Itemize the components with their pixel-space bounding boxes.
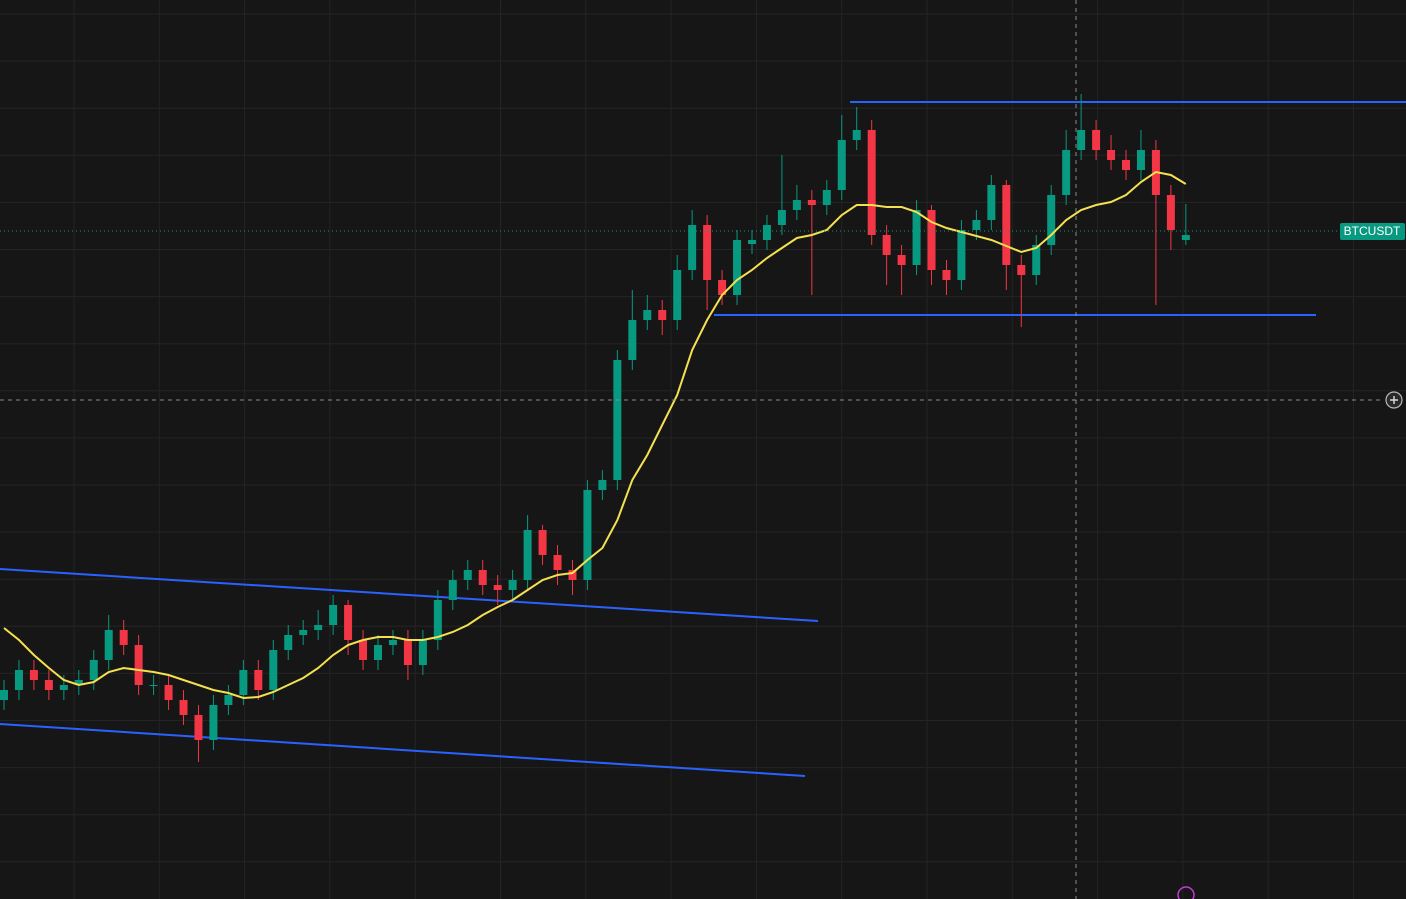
candle-body [807,200,816,205]
candle-body [119,630,128,645]
candle-body [688,225,697,270]
candle-body [493,585,502,590]
candle-body [433,600,442,640]
candle-body [478,570,487,585]
candle-body [388,640,397,645]
trend-line [0,568,819,622]
candle-body [523,530,532,580]
candle-body [553,555,562,570]
symbol-label: BTCUSDT [1344,224,1401,238]
candle-body [299,630,308,635]
candle-body [792,200,801,210]
candle-body [837,140,846,190]
candle-body [957,230,966,280]
candle-body [329,605,338,625]
candle-body [867,130,876,235]
candle-body [104,630,113,660]
candle-body [269,650,278,690]
candle-body [583,490,592,580]
candle-body [822,190,831,205]
candle-body [508,580,517,590]
candle-body [1136,150,1145,170]
candle-body [1017,265,1026,275]
candle-body [897,255,906,265]
candle-body [748,240,756,244]
candle-body [314,625,323,630]
candle-body [987,185,996,220]
candle-body [927,210,936,270]
candle-body [224,695,233,705]
candle-body [209,705,218,740]
candle-body [942,270,951,280]
candle-body [194,715,203,740]
candle-body [448,580,457,600]
add-icon [1390,396,1398,404]
candle-body [1092,130,1101,150]
candle-body [463,570,472,580]
candle-body [912,210,921,265]
candle-body [1107,150,1116,160]
candle-body [284,635,293,650]
candle-body [852,130,861,140]
candle-body [643,310,652,320]
candle-body [613,360,622,480]
candle-body [598,480,607,490]
candle-body [538,530,547,555]
candle-body [658,310,667,320]
candle-body [762,225,771,240]
candle-body [1181,235,1190,240]
candle-body [0,690,8,700]
candle-body [1122,160,1130,170]
candle-body [344,605,353,640]
candle-body [59,685,68,690]
candle-body [149,685,158,686]
moving-average [3,170,1187,700]
candle-body [29,670,38,680]
candle-body [74,680,83,685]
candle-body [777,210,786,225]
candle-body [89,660,98,680]
candle-body [403,640,412,665]
candle-body [134,645,143,685]
candles [0,94,1190,762]
symbol-badge [1340,223,1405,240]
candle-body [703,225,712,280]
candle-body [239,670,248,695]
trend-line [0,723,806,777]
candle-body [164,685,173,700]
candle-body [44,680,53,690]
drawings [0,101,1406,777]
candle-body [1032,245,1041,275]
candle-body [418,640,427,665]
candle-body [882,235,891,255]
candle-body [1077,130,1086,150]
candle-body [733,240,742,295]
candle-body [14,670,23,690]
candle-body [1062,150,1071,195]
candle-body [374,645,382,660]
candle-body [1002,185,1011,265]
candle-body [972,220,981,230]
candle-body [254,670,263,690]
candle-body [1166,195,1175,230]
candle-body [179,700,188,715]
candle-body [1047,195,1056,245]
candle-body [359,640,368,660]
candle-body [628,320,637,360]
candle-body [673,270,682,320]
candle-body [568,570,577,580]
replay-icon[interactable] [1177,886,1195,899]
candle-body [718,280,727,295]
